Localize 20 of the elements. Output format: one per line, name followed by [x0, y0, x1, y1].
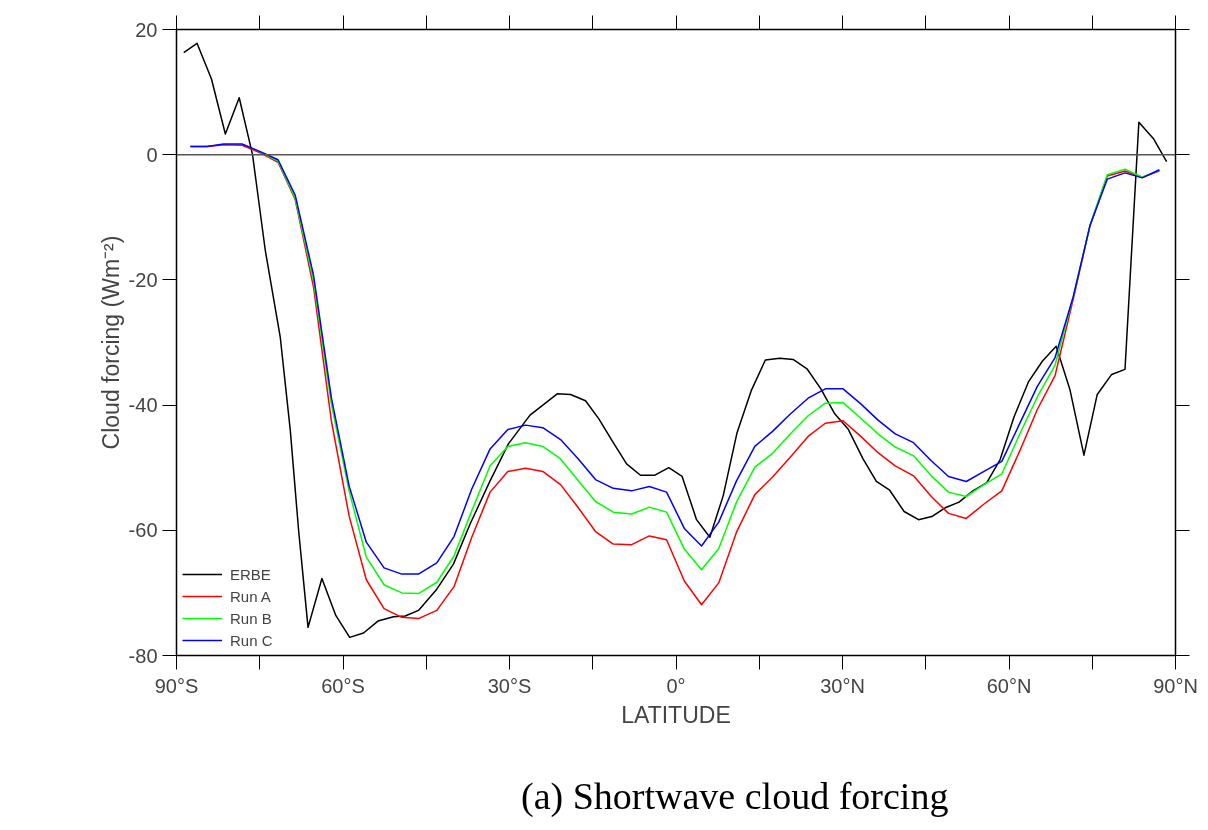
y-axis-title: Cloud forcing (Wm⁻²) [97, 235, 124, 450]
legend-label: Run A [230, 587, 271, 605]
legend-label: Run C [230, 631, 273, 649]
x-axis-title: LATITUDE [621, 701, 731, 728]
x-tick-label: 30°N [820, 674, 865, 697]
x-tick-label: 60°N [986, 674, 1032, 697]
y-tick-label: -80 [128, 644, 158, 667]
legend-label: ERBE [230, 565, 271, 583]
legend-label: Run B [230, 609, 272, 627]
y-tick-label: -20 [128, 268, 158, 291]
x-tick-label: 90°N [1153, 674, 1198, 697]
y-tick-label: -60 [128, 519, 158, 542]
x-tick-label: 30°S [487, 674, 532, 697]
y-tick-label: 20 [135, 18, 158, 41]
text: (a) Shortwave cloud forcing [521, 774, 949, 818]
x-tick-label: 90°S [154, 674, 199, 697]
y-tick-label: -40 [128, 394, 158, 417]
x-tick-label: 0° [666, 674, 686, 697]
x-tick-label: 60°S [321, 674, 365, 697]
y-tick-label: 0 [146, 143, 158, 166]
